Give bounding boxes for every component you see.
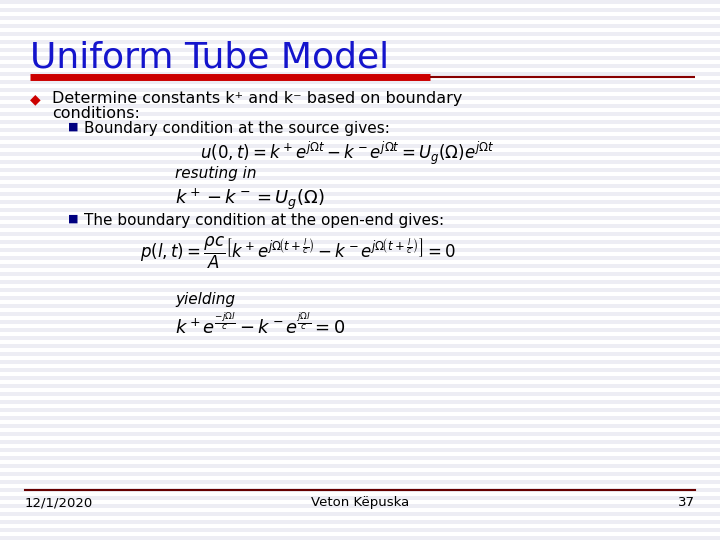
Bar (0, 416, 720, 420)
Text: ■: ■ (68, 214, 78, 224)
Text: Uniform Tube Model: Uniform Tube Model (30, 40, 389, 74)
Bar (0, 216, 720, 220)
Text: conditions:: conditions: (52, 106, 140, 121)
Bar (0, 8, 720, 12)
Bar (0, 336, 720, 340)
Bar (0, 224, 720, 228)
Bar (0, 464, 720, 468)
Bar (0, 16, 720, 20)
Bar (0, 304, 720, 308)
Bar (0, 152, 720, 156)
Text: yielding: yielding (175, 292, 235, 307)
Bar (0, 144, 720, 148)
Bar (0, 368, 720, 372)
Bar (0, 488, 720, 492)
Bar (0, 136, 720, 140)
Bar (0, 264, 720, 268)
Bar (0, 288, 720, 292)
Bar (0, 392, 720, 396)
Bar (0, 408, 720, 412)
Bar (0, 56, 720, 60)
Bar (0, 448, 720, 452)
Bar (0, 240, 720, 244)
Bar (0, 296, 720, 300)
Bar (0, 160, 720, 164)
Bar (0, 520, 720, 524)
Text: Determine constants k⁺ and k⁻ based on boundary: Determine constants k⁺ and k⁻ based on b… (52, 91, 462, 106)
Text: The boundary condition at the open-end gives:: The boundary condition at the open-end g… (84, 213, 444, 228)
Bar (0, 232, 720, 236)
Bar (0, 128, 720, 132)
Text: 37: 37 (678, 496, 695, 509)
Bar (0, 352, 720, 356)
Bar (0, 472, 720, 476)
Bar (0, 0, 720, 4)
Bar (0, 208, 720, 212)
Bar (0, 112, 720, 116)
Bar (0, 120, 720, 124)
Text: resuting in: resuting in (175, 166, 256, 181)
Text: Veton Këpuska: Veton Këpuska (311, 496, 409, 509)
Bar (0, 48, 720, 52)
Text: ■: ■ (68, 122, 78, 132)
Bar (0, 192, 720, 196)
Bar (0, 344, 720, 348)
Bar (0, 320, 720, 324)
Bar (0, 400, 720, 404)
Bar (0, 40, 720, 44)
Text: $k^+-k^-=U_g(\Omega)$: $k^+-k^-=U_g(\Omega)$ (175, 186, 325, 212)
Text: Boundary condition at the source gives:: Boundary condition at the source gives: (84, 121, 390, 136)
Bar (0, 384, 720, 388)
Bar (0, 512, 720, 516)
Bar (0, 496, 720, 500)
Text: $p(l,t)=\dfrac{\rho c}{A}\left[k^+e^{j\Omega\!\left(t+\frac{l}{c}\right)}-k^-e^{: $p(l,t)=\dfrac{\rho c}{A}\left[k^+e^{j\O… (140, 235, 456, 271)
Bar (0, 72, 720, 76)
Bar (0, 528, 720, 532)
Bar (0, 432, 720, 436)
Bar (0, 184, 720, 188)
Bar (0, 536, 720, 540)
Bar (0, 440, 720, 444)
Bar (0, 64, 720, 68)
Text: 12/1/2020: 12/1/2020 (25, 496, 94, 509)
Bar (0, 80, 720, 84)
Bar (0, 96, 720, 100)
Bar (0, 376, 720, 380)
Bar (0, 88, 720, 92)
Bar (0, 104, 720, 108)
Bar (0, 32, 720, 36)
Bar (0, 504, 720, 508)
Bar (0, 328, 720, 332)
Bar (0, 280, 720, 284)
Bar (0, 248, 720, 252)
Text: $u(0,t)=k^+e^{j\Omega t}-k^-e^{j\Omega t}=U_g(\Omega)e^{j\Omega t}$: $u(0,t)=k^+e^{j\Omega t}-k^-e^{j\Omega t… (200, 140, 494, 167)
Bar (0, 256, 720, 260)
Bar (0, 24, 720, 28)
Bar (0, 360, 720, 364)
Bar (0, 312, 720, 316)
Bar (0, 480, 720, 484)
Bar (0, 168, 720, 172)
Bar (0, 200, 720, 204)
Text: ◆: ◆ (30, 92, 40, 106)
Bar (0, 456, 720, 460)
Bar (0, 272, 720, 276)
Bar (0, 424, 720, 428)
Text: $k^+e^{\frac{-j\Omega l}{c}}-k^-e^{\frac{j\Omega l}{c}}=0$: $k^+e^{\frac{-j\Omega l}{c}}-k^-e^{\frac… (175, 312, 346, 338)
Bar (0, 176, 720, 180)
